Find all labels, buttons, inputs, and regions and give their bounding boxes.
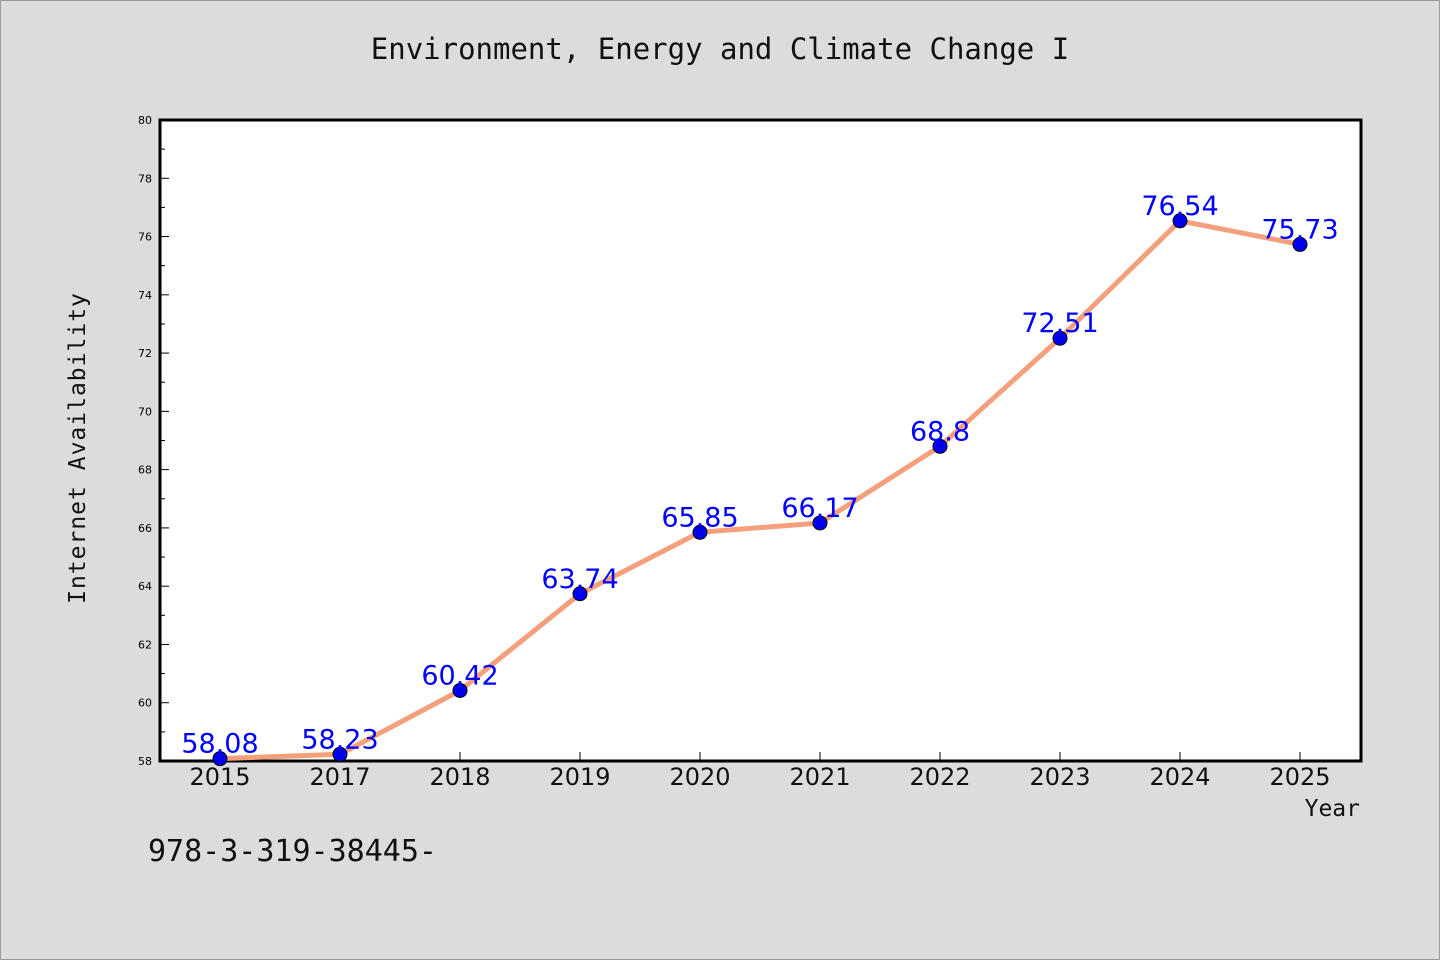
data-points [212, 213, 1308, 767]
footer-note: 978-3-319-38445- [148, 834, 437, 869]
data-point [692, 524, 708, 540]
x-axis-title: Year [1304, 796, 1360, 822]
y-tick-label: 68 [138, 464, 152, 477]
data-point [212, 751, 228, 767]
data-labels: 58.08 58.23 60.42 63.74 65.85 66.17 68.8 72.51 7… [181, 191, 1338, 760]
data-label: 58.08 [181, 729, 258, 760]
x-tick-label: 2019 [549, 763, 610, 791]
x-axis: 2015 2017 2018 2019 2020 2021 2022 2023 2024 2025 [189, 752, 1331, 791]
plot-area [158, 118, 1363, 763]
y-tick-label: 76 [138, 231, 152, 244]
y-tick-label: 66 [138, 522, 152, 535]
data-point [1292, 236, 1308, 252]
x-tick-label: 2024 [1149, 763, 1210, 791]
data-label: 72.51 [1021, 308, 1098, 339]
data-point [572, 586, 588, 602]
y-tick-label: 78 [138, 172, 152, 185]
y-tick-label: 70 [138, 405, 152, 418]
x-tick-label: 2015 [189, 763, 250, 791]
data-label: 60.42 [421, 660, 498, 691]
series-line [219, 218, 1301, 762]
x-tick-label: 2022 [909, 763, 970, 791]
y-tick-label: 60 [138, 697, 152, 710]
data-point [932, 438, 948, 454]
chart-title: Environment, Energy and Climate Change I [370, 32, 1070, 66]
data-label: 75.73 [1261, 214, 1338, 245]
data-point [332, 746, 348, 762]
y-tick-label: 74 [138, 289, 152, 302]
data-point [452, 682, 468, 698]
x-tick-label: 2018 [429, 763, 490, 791]
data-label: 58.23 [301, 724, 378, 755]
data-label: 65.85 [661, 502, 738, 533]
data-label: 63.74 [541, 564, 618, 595]
data-point [1172, 213, 1188, 229]
y-tick-label: 58 [138, 755, 152, 768]
y-tick-label: 62 [138, 638, 152, 651]
data-label: 76.54 [1141, 191, 1218, 222]
y-tick-label: 72 [138, 347, 152, 360]
x-tick-label: 2021 [789, 763, 850, 791]
data-label: 68.8 [910, 416, 970, 447]
data-point [1052, 330, 1068, 346]
y-axis: 58 60 62 64 66 68 70 72 74 76 78 80 [138, 114, 169, 768]
y-tick-label: 64 [138, 580, 152, 593]
y-tick-label: 80 [138, 114, 152, 127]
x-tick-label: 2023 [1029, 763, 1090, 791]
data-label: 66.17 [781, 493, 858, 524]
x-tick-label: 2017 [309, 763, 370, 791]
data-point [812, 515, 828, 531]
x-tick-label: 2020 [669, 763, 730, 791]
x-tick-label: 2025 [1269, 763, 1330, 791]
